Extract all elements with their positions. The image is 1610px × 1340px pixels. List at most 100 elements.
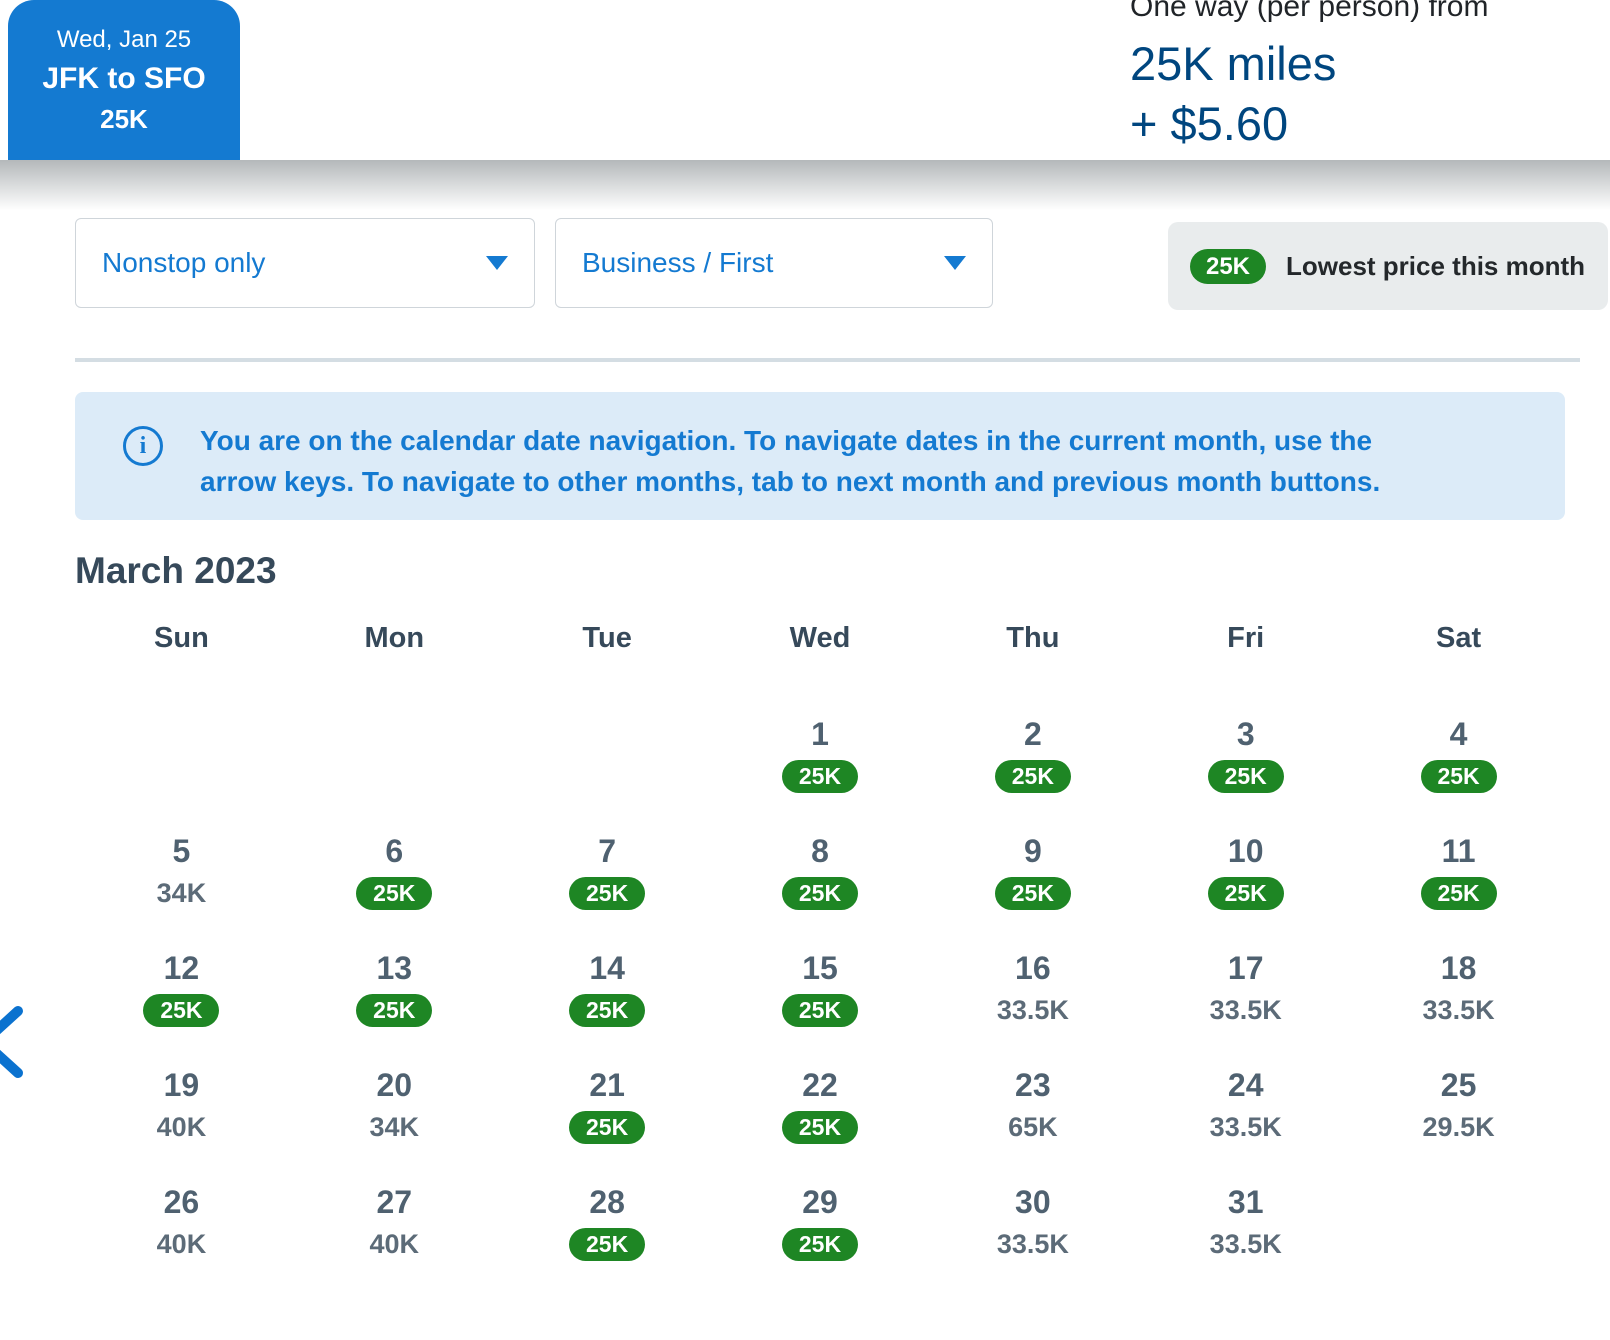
- calendar-day-28[interactable]: 28 25K: [501, 1178, 714, 1295]
- lowest-price-badge: 25K: [1190, 248, 1266, 284]
- day-number: 19: [163, 1067, 200, 1103]
- lowest-price-badge: 25K: [356, 877, 433, 910]
- calendar-day-6[interactable]: 6 25K: [288, 827, 501, 944]
- stops-dropdown[interactable]: Nonstop only: [75, 218, 535, 308]
- calendar-day-14[interactable]: 14 25K: [501, 944, 714, 1061]
- empty-day-cell: [288, 710, 501, 827]
- price-label: 33.5K: [1209, 995, 1282, 1025]
- price-label: 34K: [156, 878, 207, 908]
- lowest-price-badge: 25K: [1207, 877, 1284, 910]
- calendar-day-31[interactable]: 31 33.5K: [1139, 1178, 1352, 1295]
- calendar-day-18[interactable]: 18 33.5K: [1352, 944, 1565, 1061]
- cabin-dropdown[interactable]: Business / First: [555, 218, 993, 308]
- calendar-day-10[interactable]: 10 25K: [1139, 827, 1352, 944]
- lowest-price-badge: 25K: [569, 1228, 646, 1261]
- day-number: 1: [811, 716, 829, 752]
- day-number: 31: [1227, 1184, 1264, 1220]
- calendar-day-13[interactable]: 13 25K: [288, 944, 501, 1061]
- lowest-price-badge: 25K: [1207, 760, 1284, 793]
- day-number: 24: [1227, 1067, 1264, 1103]
- lowest-price-badge: 25K: [781, 877, 858, 910]
- info-banner-text: You are on the calendar date navigation.…: [200, 425, 1381, 497]
- empty-day-cell: [1352, 1178, 1565, 1295]
- calendar-day-20[interactable]: 20 34K: [288, 1061, 501, 1178]
- day-number: 2: [1023, 716, 1042, 752]
- day-header-thu: Thu: [1006, 622, 1060, 654]
- calendar-day-15[interactable]: 15 25K: [714, 944, 927, 1061]
- calendar-day-22[interactable]: 22 25K: [714, 1061, 927, 1178]
- day-number: 10: [1227, 833, 1264, 869]
- calendar-day-26[interactable]: 26 40K: [75, 1178, 288, 1295]
- day-number: 3: [1236, 716, 1255, 752]
- previous-month-button[interactable]: [0, 1006, 24, 1078]
- calendar-day-25[interactable]: 25 29.5K: [1352, 1061, 1565, 1178]
- calendar-day-12[interactable]: 12 25K: [75, 944, 288, 1061]
- calendar-day-7[interactable]: 7 25K: [501, 827, 714, 944]
- calendar-week-row: 1 25K 2 25K 3 25K 4 25K: [75, 710, 1565, 827]
- price-summary: One way (per person) from 25K miles + $5…: [1130, 0, 1488, 151]
- day-number: 28: [589, 1184, 625, 1220]
- calendar-day-19[interactable]: 19 40K: [75, 1061, 288, 1178]
- day-header-tue: Tue: [582, 622, 632, 654]
- calendar-day-11[interactable]: 11 25K: [1352, 827, 1565, 944]
- lowest-price-badge: 25K: [143, 994, 220, 1027]
- price-label: 33.5K: [1209, 1112, 1282, 1142]
- lowest-price-badge: 25K: [781, 760, 858, 793]
- calendar-day-23[interactable]: 23 65K: [926, 1061, 1139, 1178]
- calendar-day-1[interactable]: 1 25K: [714, 710, 927, 827]
- calendar-day-21[interactable]: 21 25K: [501, 1061, 714, 1178]
- lowest-price-badge: 25K: [569, 994, 646, 1027]
- calendar-week-row: 26 40K 27 40K 28 25K 29 25K 30 33.5K 31 33.5K: [75, 1178, 1565, 1295]
- day-number: 4: [1449, 716, 1468, 752]
- day-number: 5: [172, 833, 191, 869]
- lowest-price-badge: 25K: [994, 877, 1071, 910]
- info-icon: i: [123, 426, 163, 466]
- empty-day-cell: [501, 710, 714, 827]
- day-number: 23: [1015, 1067, 1051, 1103]
- day-number: 25: [1440, 1067, 1477, 1103]
- calendar-day-30[interactable]: 30 33.5K: [926, 1178, 1139, 1295]
- price-label: 33.5K: [996, 1229, 1069, 1259]
- calendar-day-27[interactable]: 27 40K: [288, 1178, 501, 1295]
- calendar-day-17[interactable]: 17 33.5K: [1139, 944, 1352, 1061]
- day-number: 26: [163, 1184, 200, 1220]
- calendar-day-16[interactable]: 16 33.5K: [926, 944, 1139, 1061]
- day-number: 13: [376, 950, 413, 986]
- calendar-day-29[interactable]: 29 25K: [714, 1178, 927, 1295]
- calendar-day-24[interactable]: 24 33.5K: [1139, 1061, 1352, 1178]
- day-number: 17: [1227, 950, 1264, 986]
- calendar-day-8[interactable]: 8 25K: [714, 827, 927, 944]
- calendar-grid: Sun Mon Tue Wed Thu Fri Sat 1 25K 2 25K 3 25K 4 25K 5 3…: [75, 622, 1565, 1295]
- price-label: 33.5K: [1422, 995, 1495, 1025]
- calendar-day-2[interactable]: 2 25K: [926, 710, 1139, 827]
- lowest-price-badge: 25K: [781, 994, 858, 1027]
- day-header-sat: Sat: [1436, 622, 1482, 654]
- lowest-price-badge: 25K: [1420, 760, 1497, 793]
- calendar-day-3[interactable]: 3 25K: [1139, 710, 1352, 827]
- calendar-weeks: 1 25K 2 25K 3 25K 4 25K 5 34K 6 25K 7 25K 8 25K 9 25K 10 25…: [75, 710, 1565, 1295]
- price-label: 40K: [156, 1229, 207, 1259]
- selected-price: 25K: [100, 103, 148, 134]
- month-title: March 2023: [75, 550, 277, 591]
- lowest-price-badge: 25K: [569, 877, 646, 910]
- calendar-day-9[interactable]: 9 25K: [926, 827, 1139, 944]
- calendar-day-4[interactable]: 4 25K: [1352, 710, 1565, 827]
- day-number: 27: [376, 1184, 413, 1220]
- day-number: 15: [802, 950, 838, 986]
- day-number: 8: [811, 833, 829, 869]
- empty-day-cell: [75, 710, 288, 827]
- day-header-fri: Fri: [1227, 622, 1265, 654]
- day-header-mon: Mon: [364, 622, 425, 654]
- section-divider: [75, 358, 1580, 362]
- selected-date-card[interactable]: Wed, Jan 25 JFK to SFO 25K: [8, 0, 240, 160]
- lowest-price-badge: 25K: [1420, 877, 1497, 910]
- day-number: 22: [802, 1067, 838, 1103]
- day-number: 20: [376, 1067, 413, 1103]
- calendar-week-row: 12 25K 13 25K 14 25K 15 25K 16 33.5K 17 33.5K 18 33.5…: [75, 944, 1565, 1061]
- day-number: 18: [1440, 950, 1477, 986]
- cabin-dropdown-value: Business / First: [582, 247, 774, 278]
- calendar-day-5[interactable]: 5 34K: [75, 827, 288, 944]
- price-summary-label: One way (per person) from: [1130, 0, 1489, 23]
- day-number: 21: [589, 1067, 625, 1103]
